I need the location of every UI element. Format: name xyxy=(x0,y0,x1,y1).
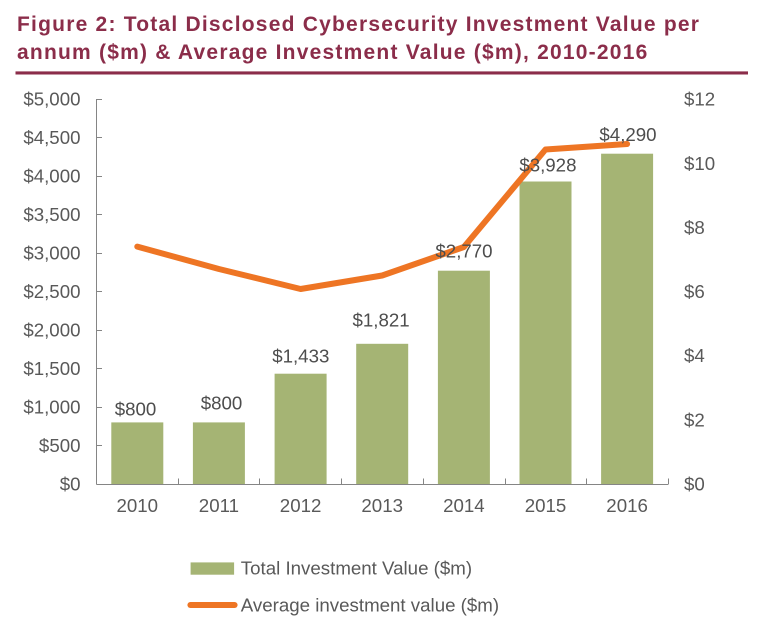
svg-text:annum ($m) & Average Investmen: annum ($m) & Average Investment Value ($… xyxy=(17,41,649,64)
svg-text:Figure 2: Total Disclosed Cybe: Figure 2: Total Disclosed Cybersecurity … xyxy=(17,13,700,36)
svg-text:$4: $4 xyxy=(684,345,705,366)
svg-text:2014: 2014 xyxy=(443,495,485,516)
svg-text:Total Investment Value ($m): Total Investment Value ($m) xyxy=(241,558,472,579)
svg-text:$4,000: $4,000 xyxy=(23,166,80,187)
svg-text:2010: 2010 xyxy=(117,495,159,516)
svg-text:$3,500: $3,500 xyxy=(23,204,80,225)
svg-text:$3,928: $3,928 xyxy=(519,155,576,176)
svg-text:$0: $0 xyxy=(60,474,81,495)
svg-text:$2: $2 xyxy=(684,409,705,430)
svg-text:$1,821: $1,821 xyxy=(353,310,410,331)
svg-text:$800: $800 xyxy=(201,393,243,414)
svg-text:$12: $12 xyxy=(684,89,715,110)
svg-text:$0: $0 xyxy=(684,474,705,495)
svg-text:$4,290: $4,290 xyxy=(599,124,656,145)
svg-text:$8: $8 xyxy=(684,217,705,238)
svg-text:$1,433: $1,433 xyxy=(272,346,329,367)
svg-text:$4,500: $4,500 xyxy=(23,127,80,148)
svg-text:2011: 2011 xyxy=(199,495,239,516)
svg-text:$5,000: $5,000 xyxy=(23,89,80,110)
svg-text:2015: 2015 xyxy=(525,495,567,516)
svg-text:$2,000: $2,000 xyxy=(23,320,80,341)
svg-text:$2,500: $2,500 xyxy=(23,281,80,302)
svg-text:$3,000: $3,000 xyxy=(23,243,80,264)
svg-text:2013: 2013 xyxy=(361,495,403,516)
svg-text:$800: $800 xyxy=(115,399,157,420)
svg-text:Average investment value ($m): Average investment value ($m) xyxy=(241,595,499,616)
svg-text:$2,770: $2,770 xyxy=(435,241,492,262)
svg-text:$1,500: $1,500 xyxy=(23,358,80,379)
svg-text:$6: $6 xyxy=(684,281,705,302)
svg-text:2016: 2016 xyxy=(606,495,648,516)
svg-text:$10: $10 xyxy=(684,153,715,174)
svg-text:$1,000: $1,000 xyxy=(23,397,80,418)
svg-text:2012: 2012 xyxy=(280,495,322,516)
svg-text:$500: $500 xyxy=(39,435,81,456)
